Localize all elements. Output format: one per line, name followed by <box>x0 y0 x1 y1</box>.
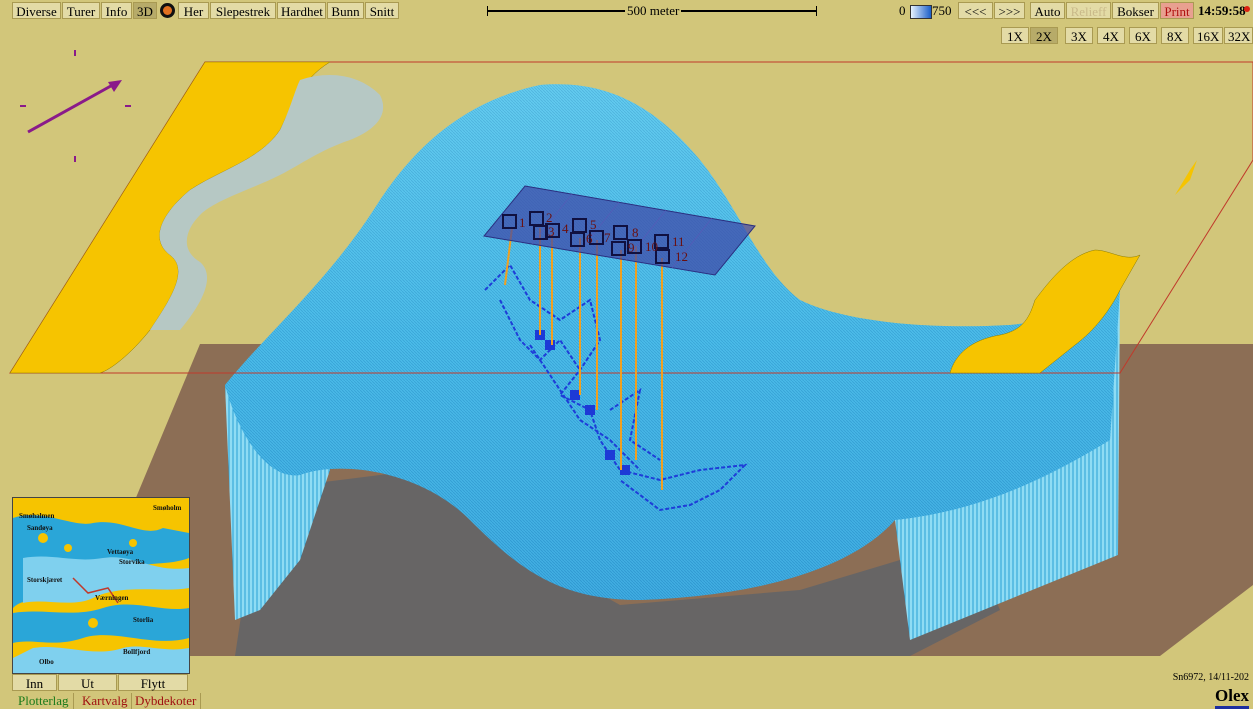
menu-hardhet[interactable]: Hardhet <box>277 2 326 19</box>
marker-label: 10 <box>645 239 658 254</box>
land-right <box>949 249 1141 374</box>
marker-label: 7 <box>604 230 611 245</box>
place-label: Bollfjord <box>123 648 151 656</box>
clock: 14:59:58 <box>1198 3 1246 18</box>
minimap-out-button[interactable]: Ut <box>58 674 117 691</box>
marker-label: 9 <box>628 240 635 255</box>
place-label: Sandøya <box>27 524 53 532</box>
minimap-in-button[interactable]: Inn <box>12 674 57 691</box>
place-label: Storvika <box>119 558 145 566</box>
place-label: Storskjæret <box>27 576 63 584</box>
menu-her[interactable]: Her <box>178 2 209 19</box>
marker-label: 3 <box>548 224 555 239</box>
zoom-1x[interactable]: 1X <box>1001 27 1029 44</box>
menu-turer[interactable]: Turer <box>62 2 100 19</box>
status-text: Sn6972, 14/11-202 <box>1172 672 1249 683</box>
menu-bunn[interactable]: Bunn <box>327 2 364 19</box>
bokser-button[interactable]: Bokser <box>1112 2 1159 19</box>
marker-label: 2 <box>546 210 553 225</box>
marker-label: 6 <box>586 231 593 246</box>
marker-label: 4 <box>562 221 569 236</box>
tab-plotterlag[interactable]: Plotterlag <box>14 693 74 709</box>
olex-logo: Olex <box>1215 686 1249 709</box>
minimap-chart <box>13 515 189 673</box>
marker-label: 8 <box>632 225 639 240</box>
marker-label: 11 <box>672 234 685 249</box>
menu-3d[interactable]: 3D <box>133 2 157 19</box>
box-plane <box>483 185 756 276</box>
depth-min: 0 <box>899 3 906 18</box>
place-label: Smøholm <box>153 504 182 512</box>
top-toolbar: Diverse Turer Info 3D Her Slepestrek Har… <box>0 0 1253 24</box>
compass-icon[interactable] <box>160 3 175 18</box>
zoom-4x[interactable]: 4X <box>1097 27 1125 44</box>
place-label: Smøhalmen <box>19 512 55 520</box>
place-label: Olbo <box>39 658 54 666</box>
next-button[interactable]: >>> <box>994 2 1025 19</box>
heading-arrowhead-icon <box>108 80 122 92</box>
marker-label: 1 <box>519 215 526 230</box>
menu-diverse[interactable]: Diverse <box>12 2 61 19</box>
zoom-8x[interactable]: 8X <box>1161 27 1189 44</box>
menu-snitt[interactable]: Snitt <box>365 2 399 19</box>
auto-button[interactable]: Auto <box>1030 2 1065 19</box>
menu-info[interactable]: Info <box>101 2 132 19</box>
marker-boxes[interactable] <box>502 211 670 264</box>
depth-scale[interactable] <box>910 5 932 19</box>
zoom-6x[interactable]: 6X <box>1129 27 1157 44</box>
place-label: Storlia <box>133 616 154 624</box>
seafloor-pit <box>235 470 1000 656</box>
overview-minimap[interactable]: Smøholm Smøhalmen Sandøya Vettaøya Storv… <box>12 497 190 674</box>
tab-kartvalg[interactable]: Kartvalg <box>78 693 133 709</box>
zoom-32x[interactable]: 32X <box>1224 27 1253 44</box>
compass-ticks <box>20 50 131 162</box>
zoom-16x[interactable]: 16X <box>1193 27 1223 44</box>
tab-dybdekoter[interactable]: Dybdekoter <box>131 693 202 709</box>
marker-numbers: 1 2 3 4 5 6 7 8 9 10 11 12 <box>519 210 688 264</box>
heading-arrow <box>27 80 119 134</box>
marker-label: 5 <box>590 217 597 232</box>
shallow-left <box>150 75 384 330</box>
zoom-3x[interactable]: 3X <box>1065 27 1093 44</box>
marker-label: 12 <box>675 249 688 264</box>
land-far-right <box>1175 160 1197 195</box>
scale-label: 500 meter <box>625 3 682 19</box>
menu-slepestrek[interactable]: Slepestrek <box>210 2 276 19</box>
relief-button[interactable]: Relieff <box>1066 2 1111 19</box>
depth-max: 750 <box>932 3 952 18</box>
minimap-move-button[interactable]: Flytt <box>118 674 188 691</box>
place-label: Vettaøya <box>107 548 134 556</box>
gps-status-icon <box>1244 6 1250 12</box>
zoom-2x[interactable]: 2X <box>1030 27 1058 44</box>
print-button[interactable]: Print <box>1160 2 1194 19</box>
prev-button[interactable]: <<< <box>958 2 993 19</box>
place-label: Værningen <box>95 594 129 602</box>
